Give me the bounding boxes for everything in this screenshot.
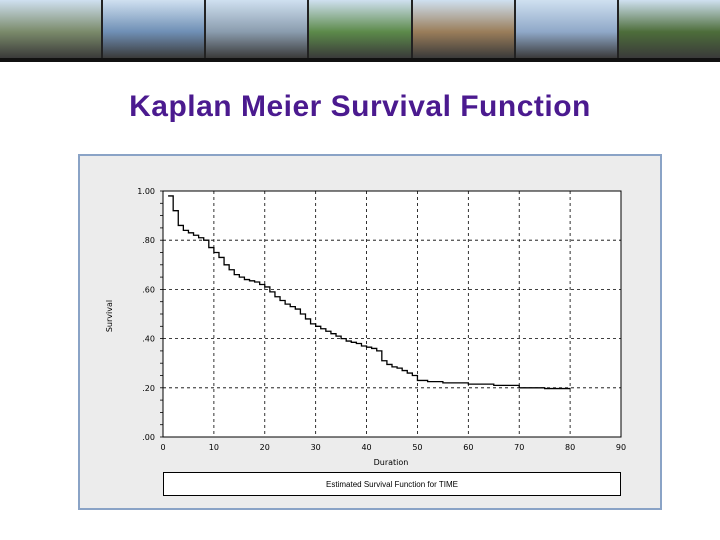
- survival-curve: [168, 195, 571, 390]
- banner-photo: [309, 0, 413, 58]
- x-tick-label: 10: [209, 443, 219, 452]
- banner-photo: [618, 0, 720, 58]
- axis-ticks: 0 10 20 30 40 50 60 70 80 90 .00 .20 .40 .60 .80 1.00: [137, 187, 626, 452]
- y-tick-label: .40: [142, 335, 155, 344]
- banner-divider: [0, 58, 720, 62]
- plot-area: [162, 190, 622, 438]
- y-tick-label: .00: [142, 433, 155, 442]
- x-tick-label: 70: [514, 443, 524, 452]
- x-tick-label: 80: [565, 443, 575, 452]
- banner-photo: [515, 0, 619, 58]
- banner-photo: [0, 0, 104, 58]
- banner-photo: [206, 0, 310, 58]
- y-tick-label: 1.00: [137, 187, 155, 196]
- x-tick-label: 40: [361, 443, 371, 452]
- banner-photo: [412, 0, 516, 58]
- x-tick-label: 50: [412, 443, 422, 452]
- banner-photo: [103, 0, 207, 58]
- x-tick-label: 20: [260, 443, 270, 452]
- y-axis-label: Survival: [105, 300, 114, 332]
- x-tick-label: 30: [311, 443, 321, 452]
- photo-banner: [0, 0, 720, 58]
- slide-title: Kaplan Meier Survival Function: [129, 90, 591, 123]
- x-axis-label: Duration: [374, 458, 409, 467]
- chart-legend: Estimated Survival Function for TIME: [163, 472, 621, 496]
- y-tick-label: .60: [142, 285, 155, 294]
- x-tick-label: 90: [616, 443, 626, 452]
- x-tick-label: 0: [160, 443, 165, 452]
- y-tick-label: .80: [142, 236, 155, 245]
- x-tick-label: 60: [463, 443, 473, 452]
- grid-lines: [163, 191, 621, 437]
- y-tick-label: .20: [142, 384, 155, 393]
